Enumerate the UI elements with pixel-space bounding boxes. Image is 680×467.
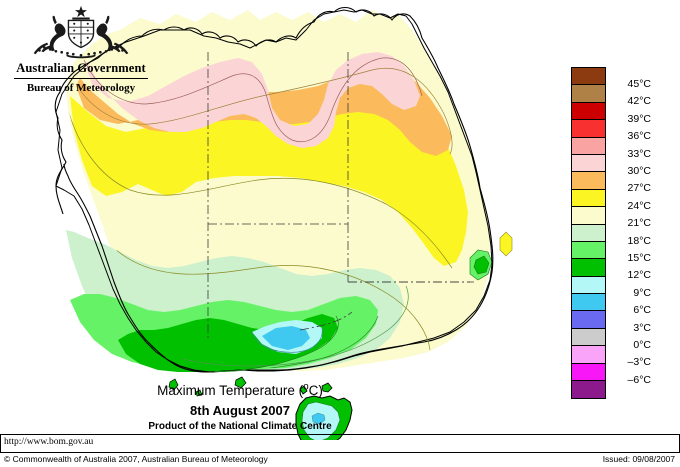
band-6-9 xyxy=(262,326,310,350)
legend-band-30 xyxy=(572,154,605,173)
bass-strait-islands xyxy=(168,376,247,397)
legend-label-6: 6°C xyxy=(633,304,651,317)
legend-band-42 xyxy=(572,85,605,103)
tasmania-islands xyxy=(299,382,333,395)
legend-labels: 45°C 42°C 39°C 36°C 33°C 30°C 27°C 24°C 21°C 18°C… xyxy=(609,67,669,398)
legend-label-12: 12°C xyxy=(627,269,651,282)
legend-band-33 xyxy=(572,137,605,155)
legend-band-6 xyxy=(572,294,605,312)
copyright-text: © Commonwealth of Australia 2007, Austra… xyxy=(4,454,268,464)
isotherm-27 xyxy=(75,67,453,155)
legend-label--6: –6°C xyxy=(627,373,651,386)
isotherm-24 xyxy=(67,109,453,269)
legend-label-39: 39°C xyxy=(627,112,651,125)
island-flinders xyxy=(234,376,247,389)
legend-label-9: 9°C xyxy=(633,286,651,299)
legend-band-36 xyxy=(572,120,605,138)
legend-label-3: 3°C xyxy=(633,321,651,334)
patch-yellow-coast xyxy=(499,231,513,257)
legend-label--3: –3°C xyxy=(627,356,651,369)
legend-band-21 xyxy=(572,207,605,225)
footer-legal-row: © Commonwealth of Australia 2007, Austra… xyxy=(0,453,680,467)
australia-temperature-map: Maximum Temperature (oC) 8th August 2007… xyxy=(54,6,513,440)
legend-label-30: 30°C xyxy=(627,164,651,177)
legend-band--3 xyxy=(572,346,605,364)
footer-top-rule xyxy=(0,434,680,435)
legend-band-27 xyxy=(572,172,605,190)
legend-label-15: 15°C xyxy=(627,251,651,264)
legend-band-15 xyxy=(572,241,605,260)
map-svg xyxy=(54,6,513,440)
legend-label-36: 36°C xyxy=(627,130,651,143)
patch-darkgreen-ne xyxy=(473,255,490,275)
legend-band-3 xyxy=(572,311,605,329)
border-nsw-vic xyxy=(299,311,353,331)
footer-left-rule xyxy=(0,434,1,453)
legend-label-24: 24°C xyxy=(627,199,651,212)
footer-url-row: http://www.bom.gov.au xyxy=(0,434,680,453)
legend-label-18: 18°C xyxy=(627,234,651,247)
legend-band-12 xyxy=(572,259,605,277)
temperature-legend: 45°C 42°C 39°C 36°C 33°C 30°C 27°C 24°C 21°C 18°C… xyxy=(571,67,651,400)
eastern-highland-patches xyxy=(469,231,513,281)
legend-band-39 xyxy=(572,102,605,121)
legend-band-45 xyxy=(572,68,605,86)
band-30-33 xyxy=(84,52,420,148)
logo-divider xyxy=(14,78,148,79)
tasmania-band-6-9 xyxy=(311,412,326,425)
legend-band-0 xyxy=(572,328,605,347)
legend-band-18 xyxy=(572,224,605,242)
legend-band-9 xyxy=(572,276,605,295)
legend-label-45: 45°C xyxy=(627,77,651,90)
legend-colorbar xyxy=(571,67,606,400)
australia-coastline-main xyxy=(55,9,493,373)
legend-label-0: 0°C xyxy=(633,338,651,351)
legend-band--6 xyxy=(572,363,605,382)
legend-label-27: 27°C xyxy=(627,182,651,195)
page-footer: http://www.bom.gov.au © Commonwealth of … xyxy=(0,434,680,467)
legend-band-bottom xyxy=(572,381,605,399)
legend-label-42: 42°C xyxy=(627,95,651,108)
agency-title: Bureau of Meteorology xyxy=(26,82,136,94)
issued-date: Issued: 09/08/2007 xyxy=(602,454,675,464)
island-king xyxy=(168,378,179,391)
tasmania xyxy=(295,382,353,440)
legend-label-33: 33°C xyxy=(627,147,651,160)
bom-website-link[interactable]: http://www.bom.gov.au xyxy=(4,437,94,447)
isotherm-9 xyxy=(251,327,323,353)
legend-label-21: 21°C xyxy=(627,217,651,230)
legend-band-24 xyxy=(572,189,605,208)
bom-logo-block: Australian Government Bureau of Meteorol… xyxy=(8,4,154,95)
isotherm-30 xyxy=(83,57,423,142)
island-small-1 xyxy=(195,389,203,397)
mainland-temperature-bands xyxy=(66,10,490,372)
state-borders xyxy=(207,52,474,340)
australian-coat-of-arms-icon xyxy=(33,5,129,59)
government-title: Australian Government xyxy=(16,61,146,75)
